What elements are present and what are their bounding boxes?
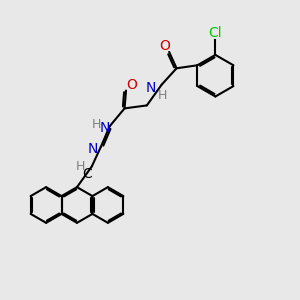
Text: H: H xyxy=(76,160,85,173)
Text: H: H xyxy=(158,88,167,101)
Text: O: O xyxy=(159,39,170,53)
Text: N: N xyxy=(146,81,157,94)
Text: C: C xyxy=(82,167,92,181)
Text: N: N xyxy=(87,142,98,155)
Text: Cl: Cl xyxy=(208,26,222,40)
Text: H: H xyxy=(92,118,101,131)
Text: N: N xyxy=(99,121,110,135)
Text: O: O xyxy=(127,78,137,92)
